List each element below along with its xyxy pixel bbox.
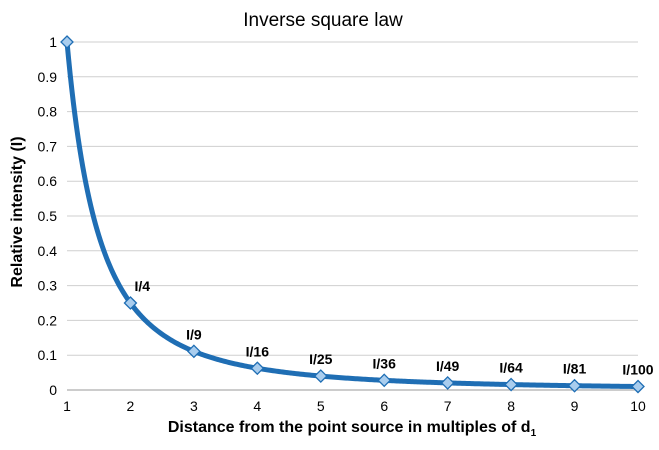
data-points bbox=[60, 35, 645, 394]
x-tick-label: 6 bbox=[380, 398, 388, 414]
point-label: I/49 bbox=[436, 358, 460, 374]
x-tick-label: 7 bbox=[444, 398, 452, 414]
data-point-marker bbox=[631, 379, 645, 394]
point-label: I/64 bbox=[499, 360, 523, 376]
y-tick-label: 0.6 bbox=[38, 173, 58, 189]
chart-title: Inverse square law bbox=[243, 10, 403, 31]
point-label: I/9 bbox=[186, 326, 202, 342]
y-tick-label: 0.5 bbox=[38, 208, 58, 224]
x-tick-label: 5 bbox=[317, 398, 325, 414]
y-tick-label: 0.2 bbox=[38, 312, 58, 328]
x-axis-title-subscript: 1 bbox=[531, 428, 537, 439]
point-labels: I/4 I/9 I/16 I/25 I/36 I/49 I/64 I/81 I/100 bbox=[134, 278, 653, 378]
x-tick-labels: 1 2 3 4 5 6 7 8 9 10 bbox=[63, 398, 646, 414]
y-tick-label: 0.4 bbox=[38, 243, 58, 259]
y-axis-title: Relative intensity (I) bbox=[9, 136, 26, 287]
point-label: I/4 bbox=[134, 278, 150, 294]
data-point-marker bbox=[313, 369, 328, 383]
data-point-marker bbox=[567, 378, 582, 393]
data-point-marker bbox=[250, 361, 265, 376]
x-tick-label: 3 bbox=[190, 398, 198, 414]
x-tick-label: 1 bbox=[63, 398, 71, 414]
series-line bbox=[64, 39, 641, 390]
x-axis-title-text: Distance from the point source in multip… bbox=[168, 419, 531, 436]
point-label: I/36 bbox=[373, 355, 397, 371]
data-point-marker bbox=[504, 377, 519, 392]
data-point-marker bbox=[186, 344, 201, 359]
y-tick-label: 0 bbox=[49, 382, 57, 398]
point-label: I/81 bbox=[563, 361, 587, 377]
x-axis-title: Distance from the point source in multip… bbox=[168, 419, 537, 439]
point-label: I/16 bbox=[246, 343, 270, 359]
y-tick-label: 0.7 bbox=[38, 138, 58, 154]
point-label: I/100 bbox=[622, 362, 653, 378]
x-tick-label: 4 bbox=[253, 398, 261, 414]
y-tick-label: 1 bbox=[49, 34, 57, 50]
x-tick-label: 10 bbox=[630, 398, 646, 414]
y-tick-label: 0.9 bbox=[38, 69, 58, 85]
data-point-marker bbox=[123, 296, 138, 310]
x-tick-label: 9 bbox=[571, 398, 579, 414]
y-tick-label: 0.3 bbox=[38, 278, 58, 294]
x-tick-label: 8 bbox=[507, 398, 515, 414]
data-point-marker bbox=[377, 373, 392, 388]
gridlines bbox=[67, 41, 638, 391]
y-tick-label: 0.1 bbox=[38, 347, 58, 363]
point-label: I/25 bbox=[309, 351, 333, 367]
data-point-marker bbox=[440, 375, 455, 390]
y-tick-label: 0.8 bbox=[38, 104, 58, 120]
data-point-marker bbox=[60, 35, 74, 49]
y-tick-labels: 0 0.1 0.2 0.3 0.4 0.5 0.6 0.7 0.8 0.9 1 bbox=[38, 34, 58, 398]
x-tick-label: 2 bbox=[127, 398, 135, 414]
